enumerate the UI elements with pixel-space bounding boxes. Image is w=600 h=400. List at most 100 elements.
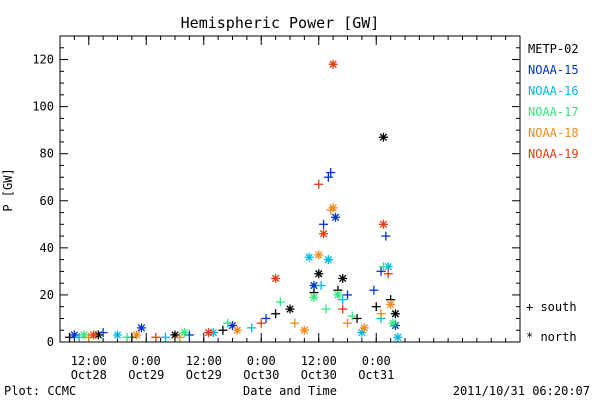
y-tick-label: 20 (40, 288, 54, 302)
x-tick-date-label: Oct31 (358, 368, 394, 382)
south-point (369, 285, 379, 295)
north-point (170, 330, 180, 340)
y-tick-label: 80 (40, 147, 54, 161)
south-point (343, 318, 352, 328)
north-point (79, 330, 89, 340)
south-point (261, 313, 271, 323)
south-point (175, 332, 185, 342)
south-point (271, 309, 281, 319)
chart-title: Hemispheric Power [GW] (181, 14, 380, 32)
south-point (314, 179, 324, 189)
plot-timestamp: 2011/10/31 06:20:07 (453, 384, 590, 398)
north-point (314, 250, 324, 260)
legend-marker: * north (526, 330, 577, 344)
south-point (381, 231, 391, 241)
y-tick-label: 60 (40, 194, 54, 208)
south-point (151, 332, 161, 342)
south-point (319, 219, 329, 229)
north-point (113, 330, 122, 340)
x-tick-date-label: Oct30 (301, 368, 337, 382)
south-point (218, 325, 228, 335)
x-tick-time-label: 0:00 (362, 354, 391, 368)
south-point (343, 290, 352, 300)
x-tick-date-label: Oct29 (186, 368, 222, 382)
north-point (338, 273, 348, 283)
north-point (359, 323, 369, 333)
south-point (321, 304, 331, 314)
north-point (386, 299, 396, 309)
south-point (290, 318, 300, 328)
legend-entry: NOAA-16 (528, 84, 579, 98)
south-point (160, 332, 170, 342)
north-point (285, 304, 295, 314)
legend-entry: NOAA-17 (528, 105, 579, 119)
north-point (328, 203, 338, 213)
x-tick-time-label: 0:00 (132, 354, 161, 368)
north-point (378, 219, 388, 229)
north-point (390, 309, 400, 319)
north-point (299, 325, 309, 335)
north-point (328, 59, 338, 69)
south-point (352, 313, 362, 323)
north-point (180, 328, 190, 338)
south-point (247, 323, 257, 333)
north-point (378, 132, 388, 142)
south-point (376, 309, 386, 319)
x-tick-time-label: 12:00 (186, 354, 222, 368)
south-point (338, 295, 348, 305)
south-point (98, 328, 108, 338)
north-point (319, 229, 329, 239)
south-point (275, 297, 285, 307)
south-point (316, 281, 326, 291)
south-point (376, 266, 386, 276)
legend-entry: METP-02 (528, 42, 579, 56)
south-point (347, 311, 357, 321)
south-point (371, 302, 381, 312)
north-point (271, 273, 281, 283)
south-point (323, 172, 333, 182)
x-tick-date-label: Oct28 (71, 368, 107, 382)
north-point (69, 330, 79, 340)
legend-marker: + south (526, 300, 577, 314)
north-point (132, 330, 142, 340)
x-tick-time-label: 12:00 (301, 354, 337, 368)
x-tick-time-label: 0:00 (247, 354, 276, 368)
south-point (256, 318, 266, 328)
y-tick-label: 120 (32, 53, 54, 67)
plot-frame (59, 35, 521, 343)
y-tick-label: 0 (47, 335, 54, 349)
x-tick-date-label: Oct30 (243, 368, 279, 382)
legend-entry: NOAA-19 (528, 147, 579, 161)
north-point (388, 318, 398, 328)
south-point (122, 332, 132, 342)
south-point (383, 269, 393, 279)
y-tick-label: 100 (32, 100, 54, 114)
data-points (65, 59, 403, 342)
south-point (338, 304, 348, 314)
x-tick-date-label: Oct29 (128, 368, 164, 382)
legend: METP-02 NOAA-15 NOAA-16 NOAA-17 NOAA-18 NOAA-… (526, 42, 579, 344)
north-point (333, 290, 343, 300)
legend-entry: NOAA-18 (528, 126, 579, 140)
x-axis-label: Date and Time (243, 384, 337, 398)
north-point (304, 252, 314, 262)
legend-entry: NOAA-15 (528, 63, 579, 77)
north-point (136, 323, 146, 333)
tick-layer: 02040608010012012:00Oct280:00Oct2912:00O… (32, 36, 520, 382)
north-point (204, 328, 214, 338)
north-point (309, 292, 319, 302)
x-tick-time-label: 12:00 (71, 354, 107, 368)
north-point (314, 269, 324, 279)
north-point (331, 212, 341, 222)
south-point (378, 262, 388, 272)
y-tick-label: 40 (40, 241, 54, 255)
north-point (89, 330, 99, 340)
north-point (232, 325, 242, 335)
south-point (223, 318, 233, 328)
north-point (323, 255, 333, 265)
north-point (393, 332, 403, 342)
y-axis-label: P [GW] (1, 168, 15, 211)
south-point (326, 168, 336, 178)
plot-source: Plot: CCMC (4, 384, 76, 398)
